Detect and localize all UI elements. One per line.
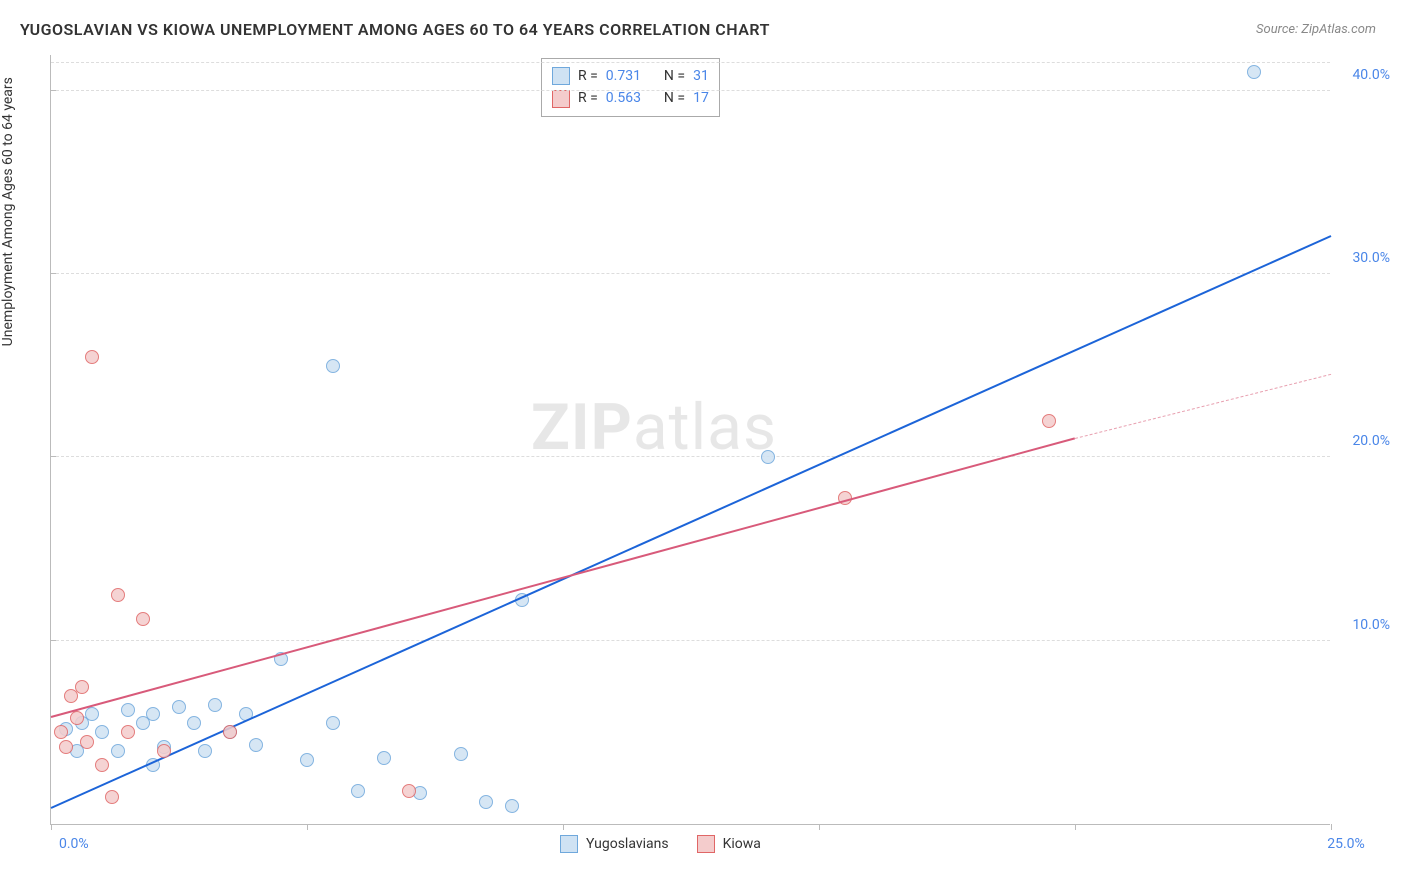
- legend-r-label: R =: [578, 87, 598, 109]
- data-point: [300, 753, 314, 767]
- data-point: [377, 751, 391, 765]
- plot-area: ZIPatlas R =0.731 N =31R =0.563 N =17 10…: [50, 55, 1330, 825]
- data-point: [70, 711, 84, 725]
- regression-line: [51, 235, 1332, 809]
- regression-line: [51, 437, 1076, 718]
- data-point: [80, 735, 94, 749]
- gridline-h: [51, 640, 1330, 641]
- data-point: [146, 707, 160, 721]
- x-tick: [1075, 824, 1076, 830]
- legend-r-label: R =: [578, 65, 598, 87]
- data-point: [249, 738, 263, 752]
- legend-swatch: [697, 835, 715, 853]
- data-point: [479, 795, 493, 809]
- legend-r-value: 0.731: [606, 65, 641, 87]
- data-point: [136, 612, 150, 626]
- legend-swatch: [552, 67, 570, 85]
- data-point: [505, 799, 519, 813]
- data-point: [85, 350, 99, 364]
- y-tick-label: 20.0%: [1352, 433, 1390, 449]
- data-point: [121, 703, 135, 717]
- x-tick: [51, 824, 52, 830]
- legend-n-value: 31: [693, 65, 709, 87]
- y-tick: [50, 640, 56, 641]
- data-point: [326, 716, 340, 730]
- legend-n-value: 17: [693, 87, 709, 109]
- x-tick-label: 25.0%: [1327, 836, 1365, 852]
- data-point: [761, 450, 775, 464]
- gridline-h: [51, 456, 1330, 457]
- data-point: [1247, 65, 1261, 79]
- legend-label: Yugoslavians: [586, 836, 669, 852]
- data-point: [95, 725, 109, 739]
- data-point: [351, 784, 365, 798]
- y-tick: [50, 90, 56, 91]
- data-point: [95, 758, 109, 772]
- x-tick: [307, 824, 308, 830]
- data-point: [1042, 414, 1056, 428]
- legend-swatch: [560, 835, 578, 853]
- data-point: [75, 680, 89, 694]
- gridline-h: [51, 90, 1330, 91]
- data-point: [402, 784, 416, 798]
- data-point: [208, 698, 222, 712]
- source-label: Source: ZipAtlas.com: [1256, 22, 1376, 37]
- data-point: [454, 747, 468, 761]
- legend-r-value: 0.563: [606, 87, 641, 109]
- y-tick: [50, 456, 56, 457]
- legend-swatch: [552, 90, 570, 108]
- data-point: [187, 716, 201, 730]
- legend-item: Kiowa: [697, 835, 761, 853]
- data-point: [111, 744, 125, 758]
- data-point: [121, 725, 135, 739]
- data-point: [105, 790, 119, 804]
- legend-correlation: R = 0.731 N = 31 R = 0.563 N = 17: [541, 58, 720, 117]
- legend-row: R = 0.563 N = 17: [552, 87, 709, 109]
- data-point: [198, 744, 212, 758]
- gridline-h: [51, 62, 1330, 63]
- legend-row: R = 0.731 N = 31: [552, 65, 709, 87]
- data-point: [223, 725, 237, 739]
- data-point: [111, 588, 125, 602]
- watermark: ZIPatlas: [531, 390, 777, 465]
- legend-label: Kiowa: [723, 836, 761, 852]
- y-tick: [50, 273, 56, 274]
- data-point: [54, 725, 68, 739]
- data-point: [326, 359, 340, 373]
- x-tick-label: 0.0%: [59, 836, 89, 852]
- legend-item: Yugoslavians: [560, 835, 669, 853]
- legend-series: Yugoslavians Kiowa: [560, 835, 761, 853]
- legend-n-label: N =: [664, 65, 685, 87]
- data-point: [157, 744, 171, 758]
- legend-n-label: N =: [664, 87, 685, 109]
- gridline-h: [51, 273, 1330, 274]
- data-point: [85, 707, 99, 721]
- x-tick: [1331, 824, 1332, 830]
- y-tick-label: 10.0%: [1352, 617, 1390, 633]
- y-tick-label: 40.0%: [1352, 67, 1390, 83]
- data-point: [172, 700, 186, 714]
- y-tick-label: 30.0%: [1352, 250, 1390, 266]
- y-axis-title: Unemployment Among Ages 60 to 64 years: [0, 77, 16, 346]
- chart-title: YUGOSLAVIAN VS KIOWA UNEMPLOYMENT AMONG …: [20, 20, 770, 39]
- x-tick: [563, 824, 564, 830]
- regression-line: [1075, 374, 1331, 439]
- data-point: [59, 740, 73, 754]
- x-tick: [819, 824, 820, 830]
